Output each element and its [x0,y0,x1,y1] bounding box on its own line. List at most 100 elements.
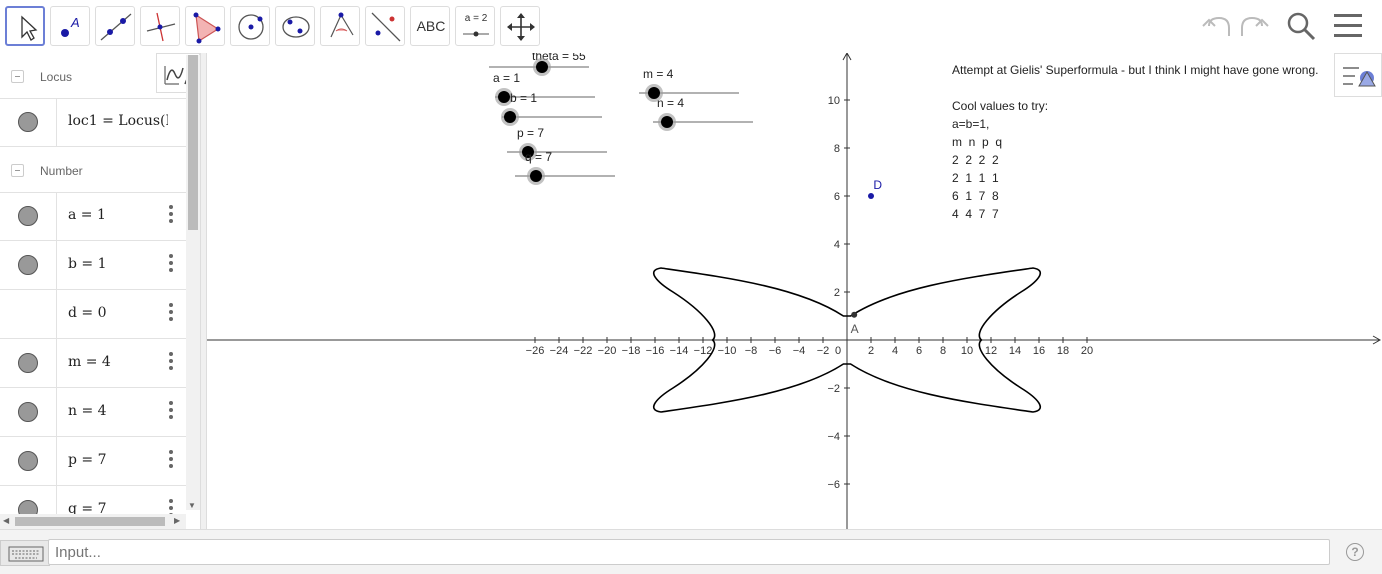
point-a[interactable] [851,311,858,318]
undo-icon[interactable] [1199,8,1235,44]
conic-tool[interactable] [275,6,315,46]
visibility-dot[interactable] [18,255,38,275]
slider-q[interactable]: q = 7 [515,150,615,185]
visibility-dot[interactable] [18,112,38,132]
algebra-row-d[interactable]: d = 0 [0,290,186,339]
slider-p[interactable]: p = 7 [507,126,607,161]
input-field[interactable] [48,539,1330,565]
algebra-row-a[interactable]: a = 1 [0,192,186,241]
visibility-toggle[interactable] [0,98,57,146]
slider-knob[interactable] [661,116,673,128]
visibility-toggle[interactable] [0,339,57,387]
collapse-icon[interactable] [11,164,24,177]
help-icon[interactable]: ? [1346,543,1364,561]
visibility-toggle[interactable] [0,388,57,436]
redo-icon[interactable] [1236,8,1272,44]
y-tick-label: 6 [834,191,840,203]
locus-curve[interactable] [653,267,1041,413]
circle-tool[interactable] [230,6,270,46]
visibility-toggle[interactable] [0,437,57,485]
point-tool[interactable]: A [50,6,90,46]
algebra-row-b[interactable]: b = 1 [0,241,186,290]
visibility-dot[interactable] [18,402,38,422]
text-tool[interactable]: ABC [410,6,450,46]
x-tick-label: −14 [670,345,689,357]
slider-a[interactable]: a = 1 [493,71,595,106]
visibility-dot[interactable] [18,353,38,373]
view-divider[interactable] [200,53,207,529]
more-options-icon[interactable] [166,401,176,421]
collapse-icon[interactable] [11,70,24,83]
slider-knob[interactable] [648,87,660,99]
slider-m[interactable]: m = 4 [639,67,739,102]
y-tick-label: 2 [834,287,840,299]
graphics-style-bar-button[interactable] [1334,53,1382,97]
scroll-thumb[interactable] [15,517,165,526]
algebra-value[interactable]: q = 7 [68,501,107,517]
line-tool[interactable] [95,6,135,46]
keyboard-icon[interactable] [0,540,50,566]
scroll-thumb[interactable] [188,55,198,230]
more-options-icon[interactable] [166,254,176,274]
visibility-dot[interactable] [18,451,38,471]
scroll-right-icon[interactable]: ▶ [174,516,181,525]
visibility-dot[interactable] [18,206,38,226]
algebra-vertical-scrollbar[interactable]: ▼ [186,55,200,510]
visibility-toggle[interactable] [0,290,57,338]
algebra-value[interactable]: m = 4 [68,354,111,370]
algebra-value[interactable]: loc1 = Locus(F't, C [68,113,168,129]
algebra-view: Locus loc1 = Locus(F't, C Number a = 1 b… [0,53,200,529]
slider-knob[interactable] [522,146,534,158]
more-options-icon[interactable] [166,450,176,470]
x-tick-label: 4 [892,345,898,357]
x-tick-label: −22 [574,345,593,357]
slider-b[interactable]: b = 1 [501,91,602,126]
slider-knob[interactable] [530,170,542,182]
graphics-canvas[interactable]: −26 −24 −22 −20 −18 −16 −14 −12 −10 −8 −6 −4 −2 0 2 4 6 8… [207,53,1382,529]
more-options-icon[interactable] [166,352,176,372]
input-bar: ? [0,529,1382,574]
polygon-tool[interactable] [185,6,225,46]
graphics-view[interactable]: −26 −24 −22 −20 −18 −16 −14 −12 −10 −8 −6 −4 −2 0 2 4 6 8… [207,53,1382,529]
algebra-value[interactable]: n = 4 [68,403,107,419]
slider-theta[interactable]: theta = 55 [489,53,589,76]
perpendicular-line-tool[interactable] [140,6,180,46]
algebra-row-loc1[interactable]: loc1 = Locus(F't, C [0,98,186,147]
slider-knob[interactable] [504,111,516,123]
group-header-number[interactable]: Number [0,147,186,193]
svg-text:A: A [70,15,80,30]
search-icon[interactable] [1283,8,1319,44]
angle-tool[interactable] [320,6,360,46]
slider-knob[interactable] [536,61,548,73]
algebra-row-p[interactable]: p = 7 [0,437,186,486]
note-line: Attempt at Gielis' Superformula - but I … [952,63,1319,77]
sliders[interactable]: theta = 55 a = 1 b = 1 p = 7 q = 7 m = 4 n = 4 [489,53,753,185]
note-line: 4 4 7 7 [952,207,999,221]
slider-knob[interactable] [498,91,510,103]
visibility-toggle[interactable] [0,241,57,289]
algebra-value[interactable]: a = 1 [68,207,106,223]
algebra-row-m[interactable]: m = 4 [0,339,186,388]
algebra-row-n[interactable]: n = 4 [0,388,186,437]
point-d[interactable] [868,193,874,199]
slider-tool[interactable]: a = 2 [455,6,495,46]
reflect-tool[interactable] [365,6,405,46]
move-tool[interactable] [5,6,45,46]
menu-icon[interactable] [1330,8,1366,44]
slider-n[interactable]: n = 4 [653,96,753,131]
x-tick-label: −8 [745,345,758,357]
more-options-icon[interactable] [166,205,176,225]
algebra-horizontal-scrollbar[interactable]: ◀ ▶ [0,514,186,529]
scroll-down-icon[interactable]: ▼ [188,501,196,510]
algebra-value[interactable]: p = 7 [68,452,107,468]
algebra-value[interactable]: b = 1 [68,256,107,272]
slider-label: q = 7 [525,150,552,164]
note-line: 2 1 1 1 [952,171,999,185]
move-graphics-tool[interactable] [500,6,540,46]
more-options-icon[interactable] [166,303,176,323]
scroll-left-icon[interactable]: ◀ [3,516,10,525]
visibility-toggle[interactable] [0,192,57,240]
algebra-value[interactable]: d = 0 [68,305,107,321]
group-header-locus[interactable]: Locus [0,53,186,99]
x-tick-label: 8 [940,345,946,357]
